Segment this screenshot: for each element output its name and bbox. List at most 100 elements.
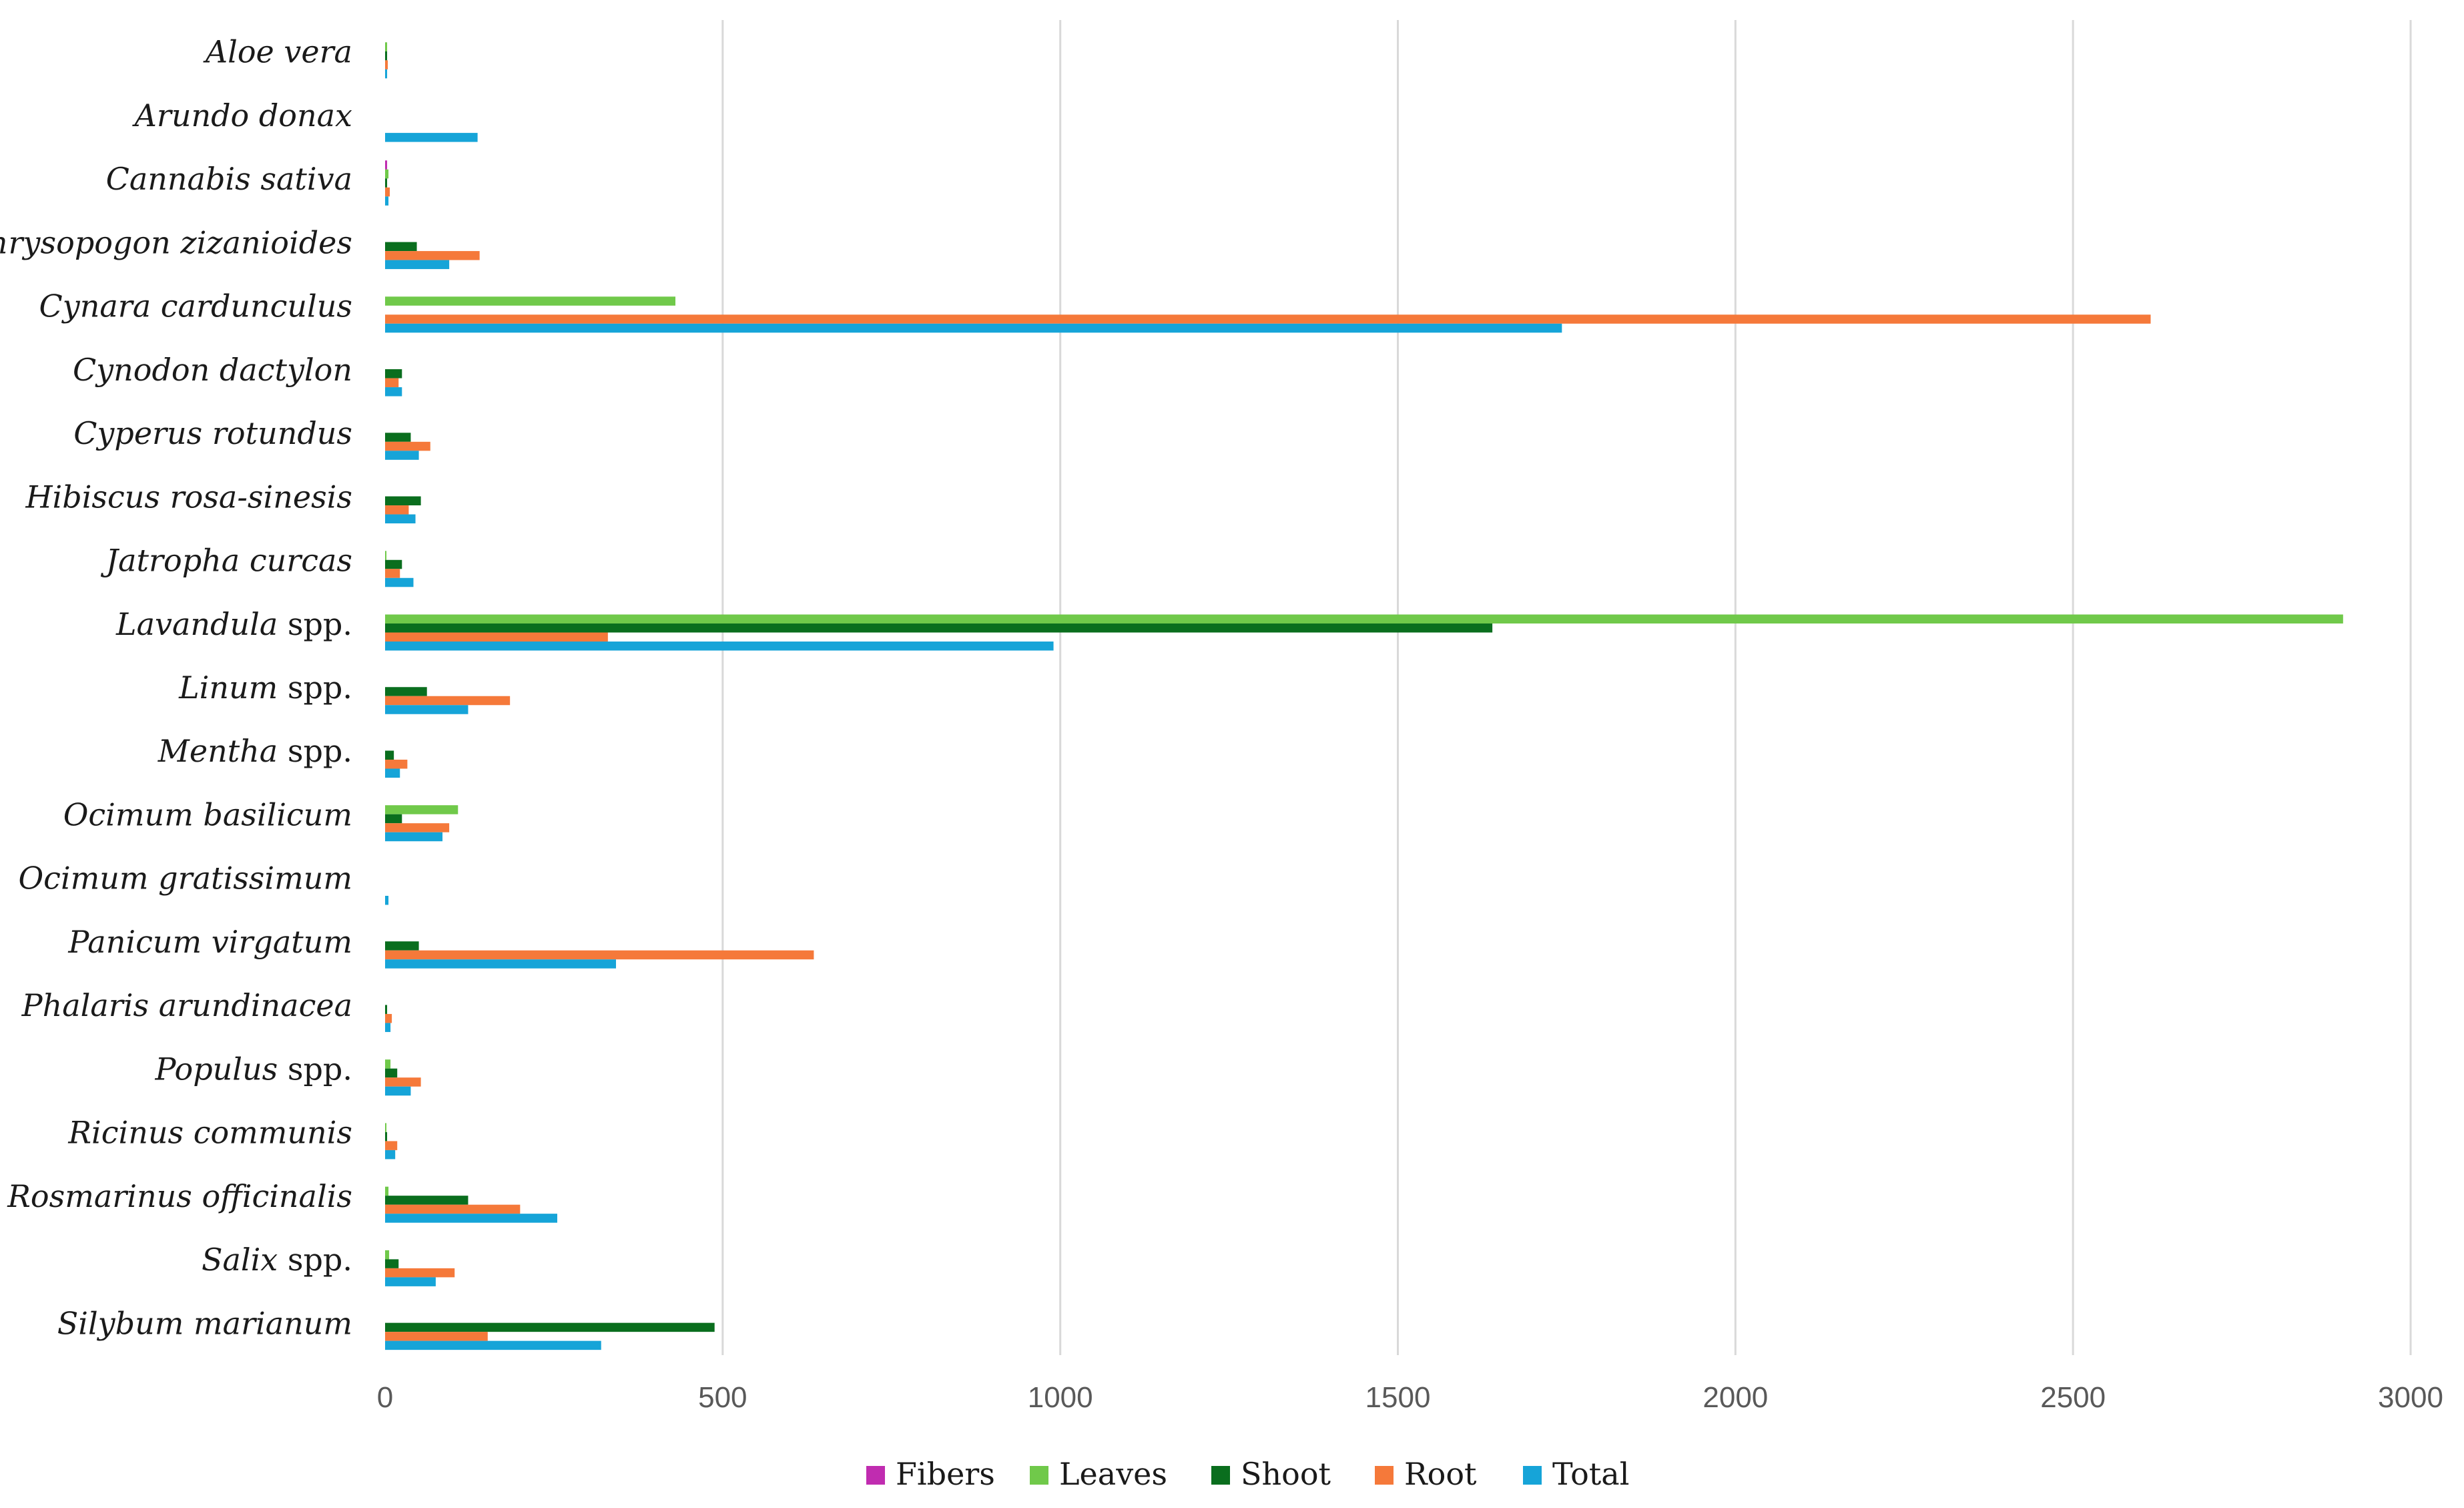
bar-leaves-8 [385, 551, 387, 560]
legend-swatch-total [1523, 1466, 1542, 1485]
x-tick-labels: 0 500 1000 1500 2000 2500 3000 [377, 1381, 2443, 1414]
category-label-19: Salix spp. [202, 1242, 352, 1278]
bar-leaves-9 [385, 614, 2343, 624]
bar-root-14 [385, 950, 814, 960]
x-tick-label-1000: 1000 [1028, 1381, 1093, 1414]
bar-root-2 [385, 187, 390, 197]
bar-root-9 [385, 632, 608, 642]
bar-root-8 [385, 569, 400, 578]
bar-root-18 [385, 1204, 521, 1214]
category-label-3: Chrysopogon zizanioides [0, 224, 352, 260]
legend-label-shoot: Shoot [1241, 1456, 1331, 1492]
bar-total-10 [385, 705, 469, 714]
bar-root-11 [385, 759, 408, 769]
bar-shoot-8 [385, 559, 402, 569]
x-tick-label-0: 0 [377, 1381, 393, 1414]
bar-shoot-17 [385, 1132, 388, 1142]
bar-root-3 [385, 251, 480, 260]
bar-shoot-18 [385, 1196, 469, 1205]
bar-root-19 [385, 1268, 455, 1278]
category-label-10: Linum spp. [178, 670, 352, 706]
x-tick-label-3000: 3000 [2378, 1381, 2443, 1414]
bar-shoot-16 [385, 1068, 398, 1078]
bar-root-0 [385, 60, 388, 69]
category-label-4: Cynara cardunculus [39, 288, 352, 324]
bar-leaves-17 [385, 1123, 387, 1132]
bar-shoot-7 [385, 496, 421, 506]
bar-shoot-3 [385, 242, 417, 252]
bar-total-8 [385, 577, 414, 587]
bar-total-12 [385, 832, 442, 842]
x-tick-label-500: 500 [698, 1381, 747, 1414]
bar-total-11 [385, 768, 400, 778]
category-label-17: Ricinus communis [67, 1115, 352, 1151]
category-label-20: Silybum marianum [57, 1305, 352, 1341]
legend: Fibers Leaves Shoot Root Total [866, 1456, 1629, 1492]
bar-leaves-16 [385, 1059, 391, 1069]
bar-leaves-18 [385, 1186, 389, 1196]
bar-total-18 [385, 1214, 557, 1223]
x-tick-label-2000: 2000 [1703, 1381, 1768, 1414]
bar-shoot-12 [385, 814, 402, 824]
bar-leaves-2 [385, 169, 389, 179]
x-tick-label-1500: 1500 [1365, 1381, 1431, 1414]
bar-shoot-14 [385, 941, 419, 951]
category-label-0: Aloe vera [203, 34, 352, 70]
bar-shoot-9 [385, 623, 1493, 633]
bar-total-9 [385, 642, 1054, 651]
bar-total-4 [385, 323, 1562, 333]
category-label-13: Ocimum gratissimum [18, 860, 352, 897]
legend-label-root: Root [1404, 1456, 1477, 1492]
bar-root-17 [385, 1141, 398, 1150]
category-label-1: Arundo donax [132, 97, 352, 134]
bar-total-6 [385, 451, 419, 460]
bar-leaves-0 [385, 42, 388, 51]
bar-shoot-0 [385, 51, 388, 61]
bar-leaves-19 [385, 1250, 390, 1260]
category-labels: Aloe vera Arundo donax Cannabis sativa Chry… [0, 34, 352, 1342]
bar-shoot-11 [385, 750, 394, 760]
bar-shoot-6 [385, 433, 411, 442]
bar-total-13 [385, 895, 389, 905]
category-label-18: Rosmarinus officinalis [7, 1178, 352, 1214]
bar-root-16 [385, 1077, 421, 1087]
bar-root-6 [385, 441, 430, 451]
bar-root-7 [385, 505, 409, 515]
category-label-14: Panicum virgatum [67, 924, 352, 960]
bar-shoot-10 [385, 687, 427, 696]
x-tick-label-2500: 2500 [2040, 1381, 2106, 1414]
category-label-9: Lavandula spp. [115, 606, 352, 642]
category-label-8: Jatropha curcas [101, 543, 352, 579]
category-label-11: Mentha spp. [158, 733, 352, 769]
category-label-6: Cyperus rotundus [73, 415, 352, 451]
bar-leaves-4 [385, 296, 676, 306]
bar-total-0 [385, 69, 388, 79]
bar-total-15 [385, 1023, 391, 1032]
category-label-5: Cynodon dactylon [73, 352, 352, 388]
legend-swatch-fibers [866, 1466, 885, 1485]
bar-shoot-15 [385, 1005, 388, 1014]
bar-total-20 [385, 1340, 601, 1350]
bar-total-17 [385, 1150, 396, 1160]
category-label-7: Hibiscus rosa-sinesis [25, 479, 352, 515]
bar-total-7 [385, 514, 416, 524]
bar-shoot-5 [385, 369, 402, 379]
bar-shoot-20 [385, 1322, 715, 1332]
bar-total-19 [385, 1277, 436, 1286]
bar-total-1 [385, 133, 478, 142]
legend-label-fibers: Fibers [896, 1456, 995, 1492]
bars [385, 42, 2343, 1350]
bar-root-15 [385, 1013, 392, 1023]
legend-label-leaves: Leaves [1059, 1456, 1167, 1492]
gridlines [721, 20, 2412, 1355]
bar-root-5 [385, 378, 399, 388]
legend-swatch-root [1375, 1466, 1394, 1485]
category-label-15: Phalaris arundinacea [21, 987, 352, 1023]
bar-total-2 [385, 196, 389, 206]
bar-root-10 [385, 696, 511, 706]
category-label-12: Ocimum basilicum [63, 796, 352, 832]
bar-root-4 [385, 314, 2151, 324]
bar-leaves-12 [385, 805, 458, 814]
bar-total-3 [385, 260, 450, 270]
